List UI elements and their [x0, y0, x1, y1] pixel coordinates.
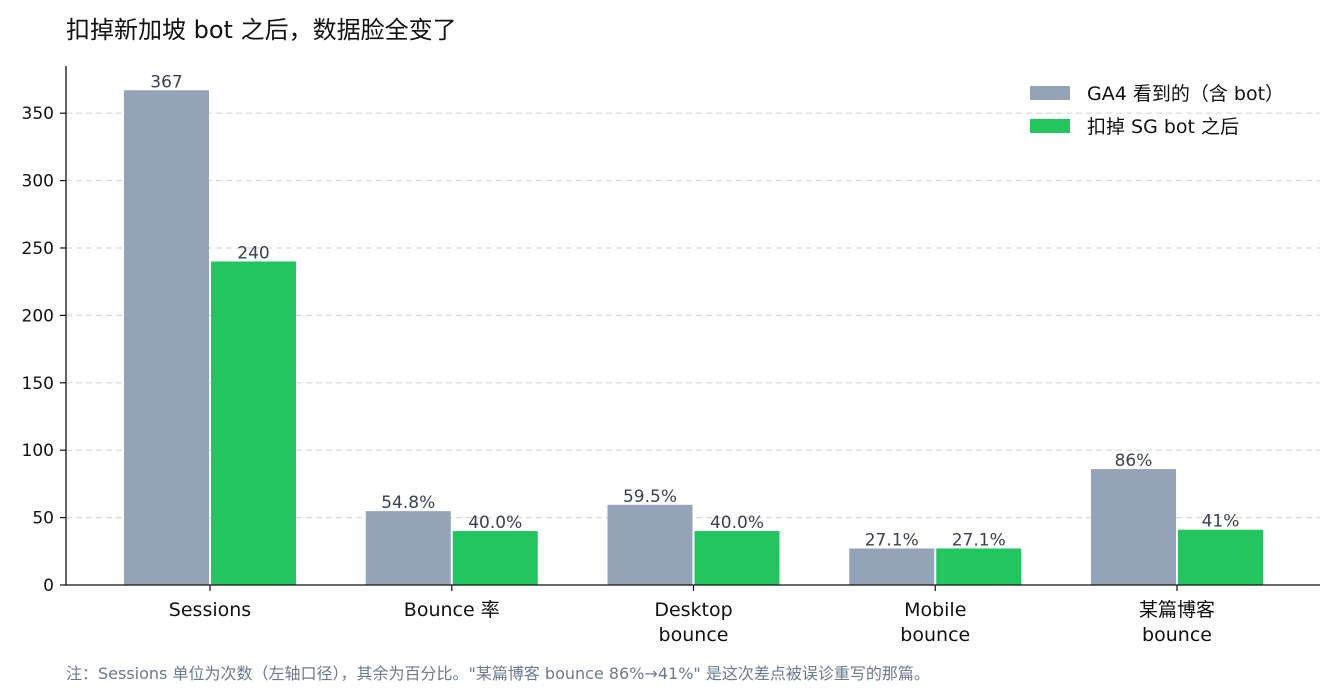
data-label: 59.5% — [623, 487, 677, 507]
x-tick-label: Bounce 率 — [404, 599, 500, 621]
y-tick-label: 100 — [22, 441, 54, 461]
bar-no-bot-0 — [211, 261, 296, 585]
data-label: 40.0% — [468, 513, 522, 533]
legend-label: 扣掉 SG bot 之后 — [1087, 116, 1239, 138]
y-tick-label: 300 — [22, 172, 54, 192]
bar-no-bot-2 — [694, 531, 780, 585]
bar-no-bot-1 — [452, 531, 538, 585]
data-label: 27.1% — [865, 530, 919, 550]
data-label: 367 — [150, 72, 182, 92]
y-tick-label: 150 — [22, 374, 54, 394]
bar-ga4-2 — [607, 504, 693, 585]
data-label: 54.8% — [381, 493, 435, 513]
x-tick-label: Sessions — [169, 599, 251, 621]
x-tick-label: Mobile — [904, 599, 966, 621]
bar-ga4-0 — [124, 90, 209, 585]
value-labels: 367 54.8% 59.5% 27.1% 86% 240 40.0% 40.0% 27.1% 4… — [150, 72, 1239, 550]
x-tick-label: 某篇博客 — [1139, 599, 1215, 621]
y-tick-label: 50 — [32, 509, 54, 529]
data-label: 240 — [237, 243, 269, 263]
footnote: 注：Sessions 单位为次数（左轴口径），其余为百分比。"某篇博客 boun… — [66, 664, 930, 683]
legend-swatch — [1030, 119, 1070, 133]
y-tick-label: 200 — [22, 306, 54, 326]
legend: GA4 看到的（含 bot） 扣掉 SG bot 之后 — [1030, 83, 1284, 138]
data-label: 27.1% — [952, 530, 1006, 550]
x-tick-label: bounce — [900, 624, 970, 646]
y-tick-label: 250 — [22, 239, 54, 259]
bars — [124, 90, 1263, 585]
y-tick-label: 0 — [43, 576, 54, 596]
x-tick-label: Desktop — [654, 599, 732, 621]
bar-ga4-3 — [849, 548, 935, 585]
x-tick-label: bounce — [1142, 624, 1212, 646]
chart-title: 扣掉新加坡 bot 之后，数据脸全变了 — [66, 16, 457, 44]
bar-ga4-4 — [1091, 469, 1176, 585]
y-tick-label: 350 — [22, 104, 54, 124]
legend-swatch — [1030, 86, 1070, 100]
bar-ga4-1 — [365, 511, 451, 585]
legend-label: GA4 看到的（含 bot） — [1087, 83, 1284, 105]
x-tick-label: bounce — [659, 624, 729, 646]
data-label: 41% — [1202, 512, 1240, 532]
data-label: 86% — [1115, 451, 1153, 471]
bar-no-bot-4 — [1178, 529, 1263, 585]
bar-no-bot-3 — [936, 548, 1022, 585]
axes: 0 50 100 150 200 250 300 350 Sessions Bounce 率 Des… — [22, 66, 1320, 646]
data-label: 40.0% — [710, 513, 764, 533]
